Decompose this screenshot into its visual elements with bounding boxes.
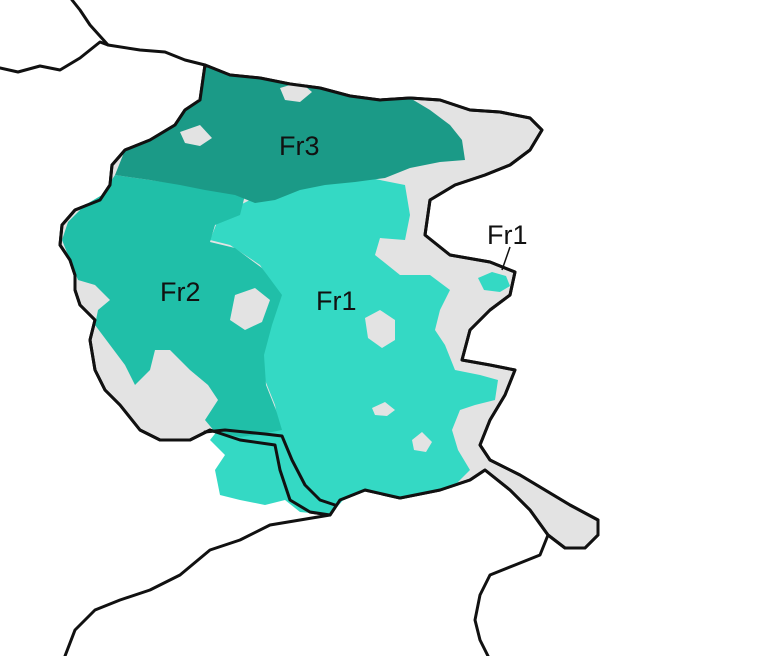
region-fr3	[115, 65, 465, 203]
region-outline	[58, 63, 600, 550]
hole-2	[180, 125, 212, 146]
hole-3	[230, 288, 270, 330]
label-fr1: Fr1	[316, 286, 357, 316]
label-fr2: Fr2	[160, 277, 201, 307]
border-line-southwest	[63, 513, 332, 656]
hole-6	[412, 432, 432, 452]
hole-5	[372, 402, 395, 416]
border-line-north	[0, 0, 110, 74]
border-line-south	[473, 533, 550, 656]
border-line-north-2	[106, 43, 207, 67]
region-fr1-east-patch	[478, 272, 510, 292]
label-fr3: Fr3	[279, 131, 320, 161]
region-fr1	[210, 178, 498, 515]
internal-border-south	[203, 428, 337, 507]
region-fr2	[62, 175, 282, 437]
hole-4	[365, 310, 395, 348]
label-fr1-callout: Fr1	[487, 220, 528, 250]
